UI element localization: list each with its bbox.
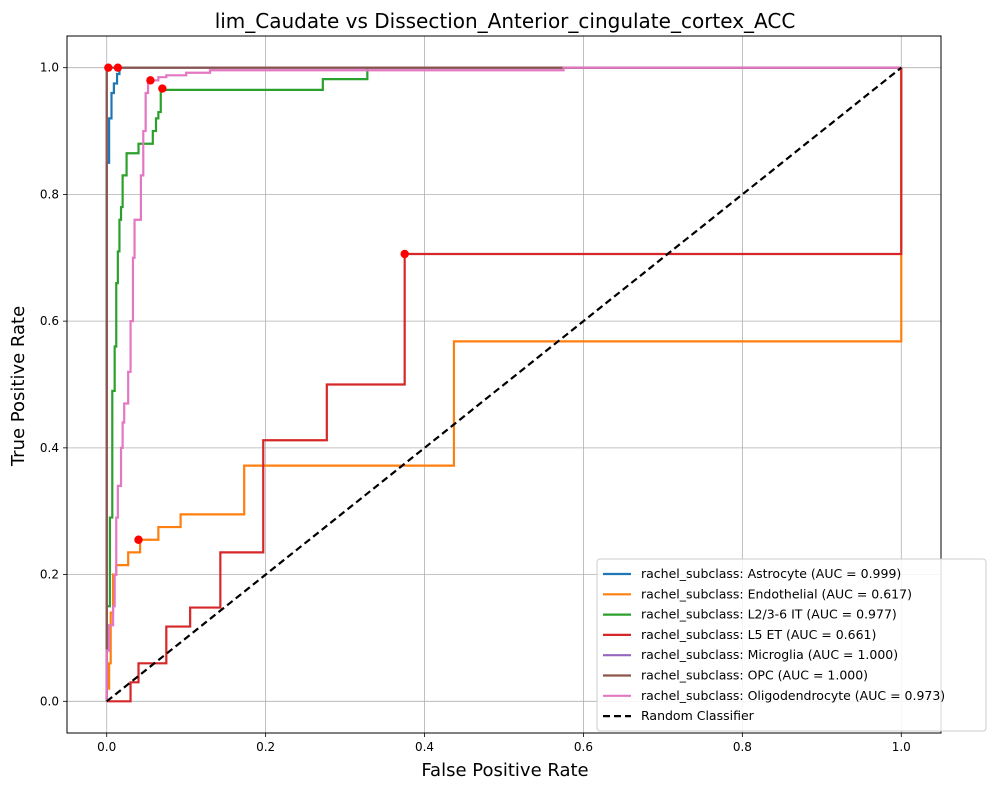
chart-title: lim_Caudate vs Dissection_Anterior_cingu…: [215, 9, 796, 33]
threshold-marker: [400, 249, 409, 259]
legend-label: rachel_subclass: OPC (AUC = 1.000): [641, 668, 868, 683]
threshold-marker: [158, 84, 167, 93]
x-tick-label: 0.6: [574, 740, 593, 754]
x-tick-label: 0.8: [733, 740, 752, 754]
legend-label: rachel_subclass: Astrocyte (AUC = 0.999): [641, 566, 901, 581]
y-axis-label: True Positive Rate: [8, 306, 29, 467]
threshold-marker: [146, 76, 155, 85]
series-line-rachel-subclass-l2-3-6-it-auc-0-977: [105, 66, 902, 702]
legend-label: rachel_subclass: L5 ET (AUC = 0.661): [641, 627, 876, 642]
series-line-rachel-subclass-oligodendrocyte-auc-0-973: [105, 66, 902, 702]
legend-label: rachel_subclass: Oligodendrocyte (AUC = …: [641, 688, 945, 703]
y-tick-label: 0.2: [40, 568, 59, 582]
x-tick-label: 0.0: [97, 740, 116, 754]
legend-label: rachel_subclass: Endothelial (AUC = 0.61…: [641, 586, 912, 601]
series-line-rachel-subclass-l5-et-auc-0-661: [106, 67, 903, 703]
threshold-marker: [113, 63, 123, 72]
series-line-rachel-subclass-endothelial-auc-0-617: [105, 67, 903, 702]
legend: rachel_subclass: Astrocyte (AUC = 0.999)…: [596, 558, 987, 732]
series-line-random-classifier: [106, 66, 902, 703]
x-tick-label: 0.4: [415, 740, 434, 754]
y-tick-label: 0.8: [40, 187, 59, 201]
threshold-marker: [104, 63, 113, 72]
x-axis-label: False Positive Rate: [421, 760, 588, 781]
threshold-markers: [104, 63, 409, 544]
threshold-marker: [134, 535, 143, 544]
series-line-rachel-subclass-astrocyte-auc-0-999: [105, 66, 902, 702]
y-tick-label: 0.0: [40, 694, 59, 708]
legend-label: Random Classifier: [641, 708, 755, 723]
x-tick-label: 0.2: [256, 740, 275, 754]
axis-ticks: 0.0 0.2 0.4 0.6 0.8 1.0 0.0 0.2 0.4 0.6 0.8 1.0: [40, 61, 911, 754]
plot-frame: [66, 35, 942, 734]
y-tick-label: 1.0: [40, 61, 59, 75]
y-tick-label: 0.4: [40, 441, 59, 455]
y-tick-label: 0.6: [40, 314, 59, 328]
x-tick-label: 1.0: [892, 740, 911, 754]
legend-label: rachel_subclass: Microglia (AUC = 1.000): [641, 647, 898, 662]
legend-box: [596, 558, 987, 732]
legend-label: rachel_subclass: L2/3-6 IT (AUC = 0.977): [641, 607, 897, 622]
